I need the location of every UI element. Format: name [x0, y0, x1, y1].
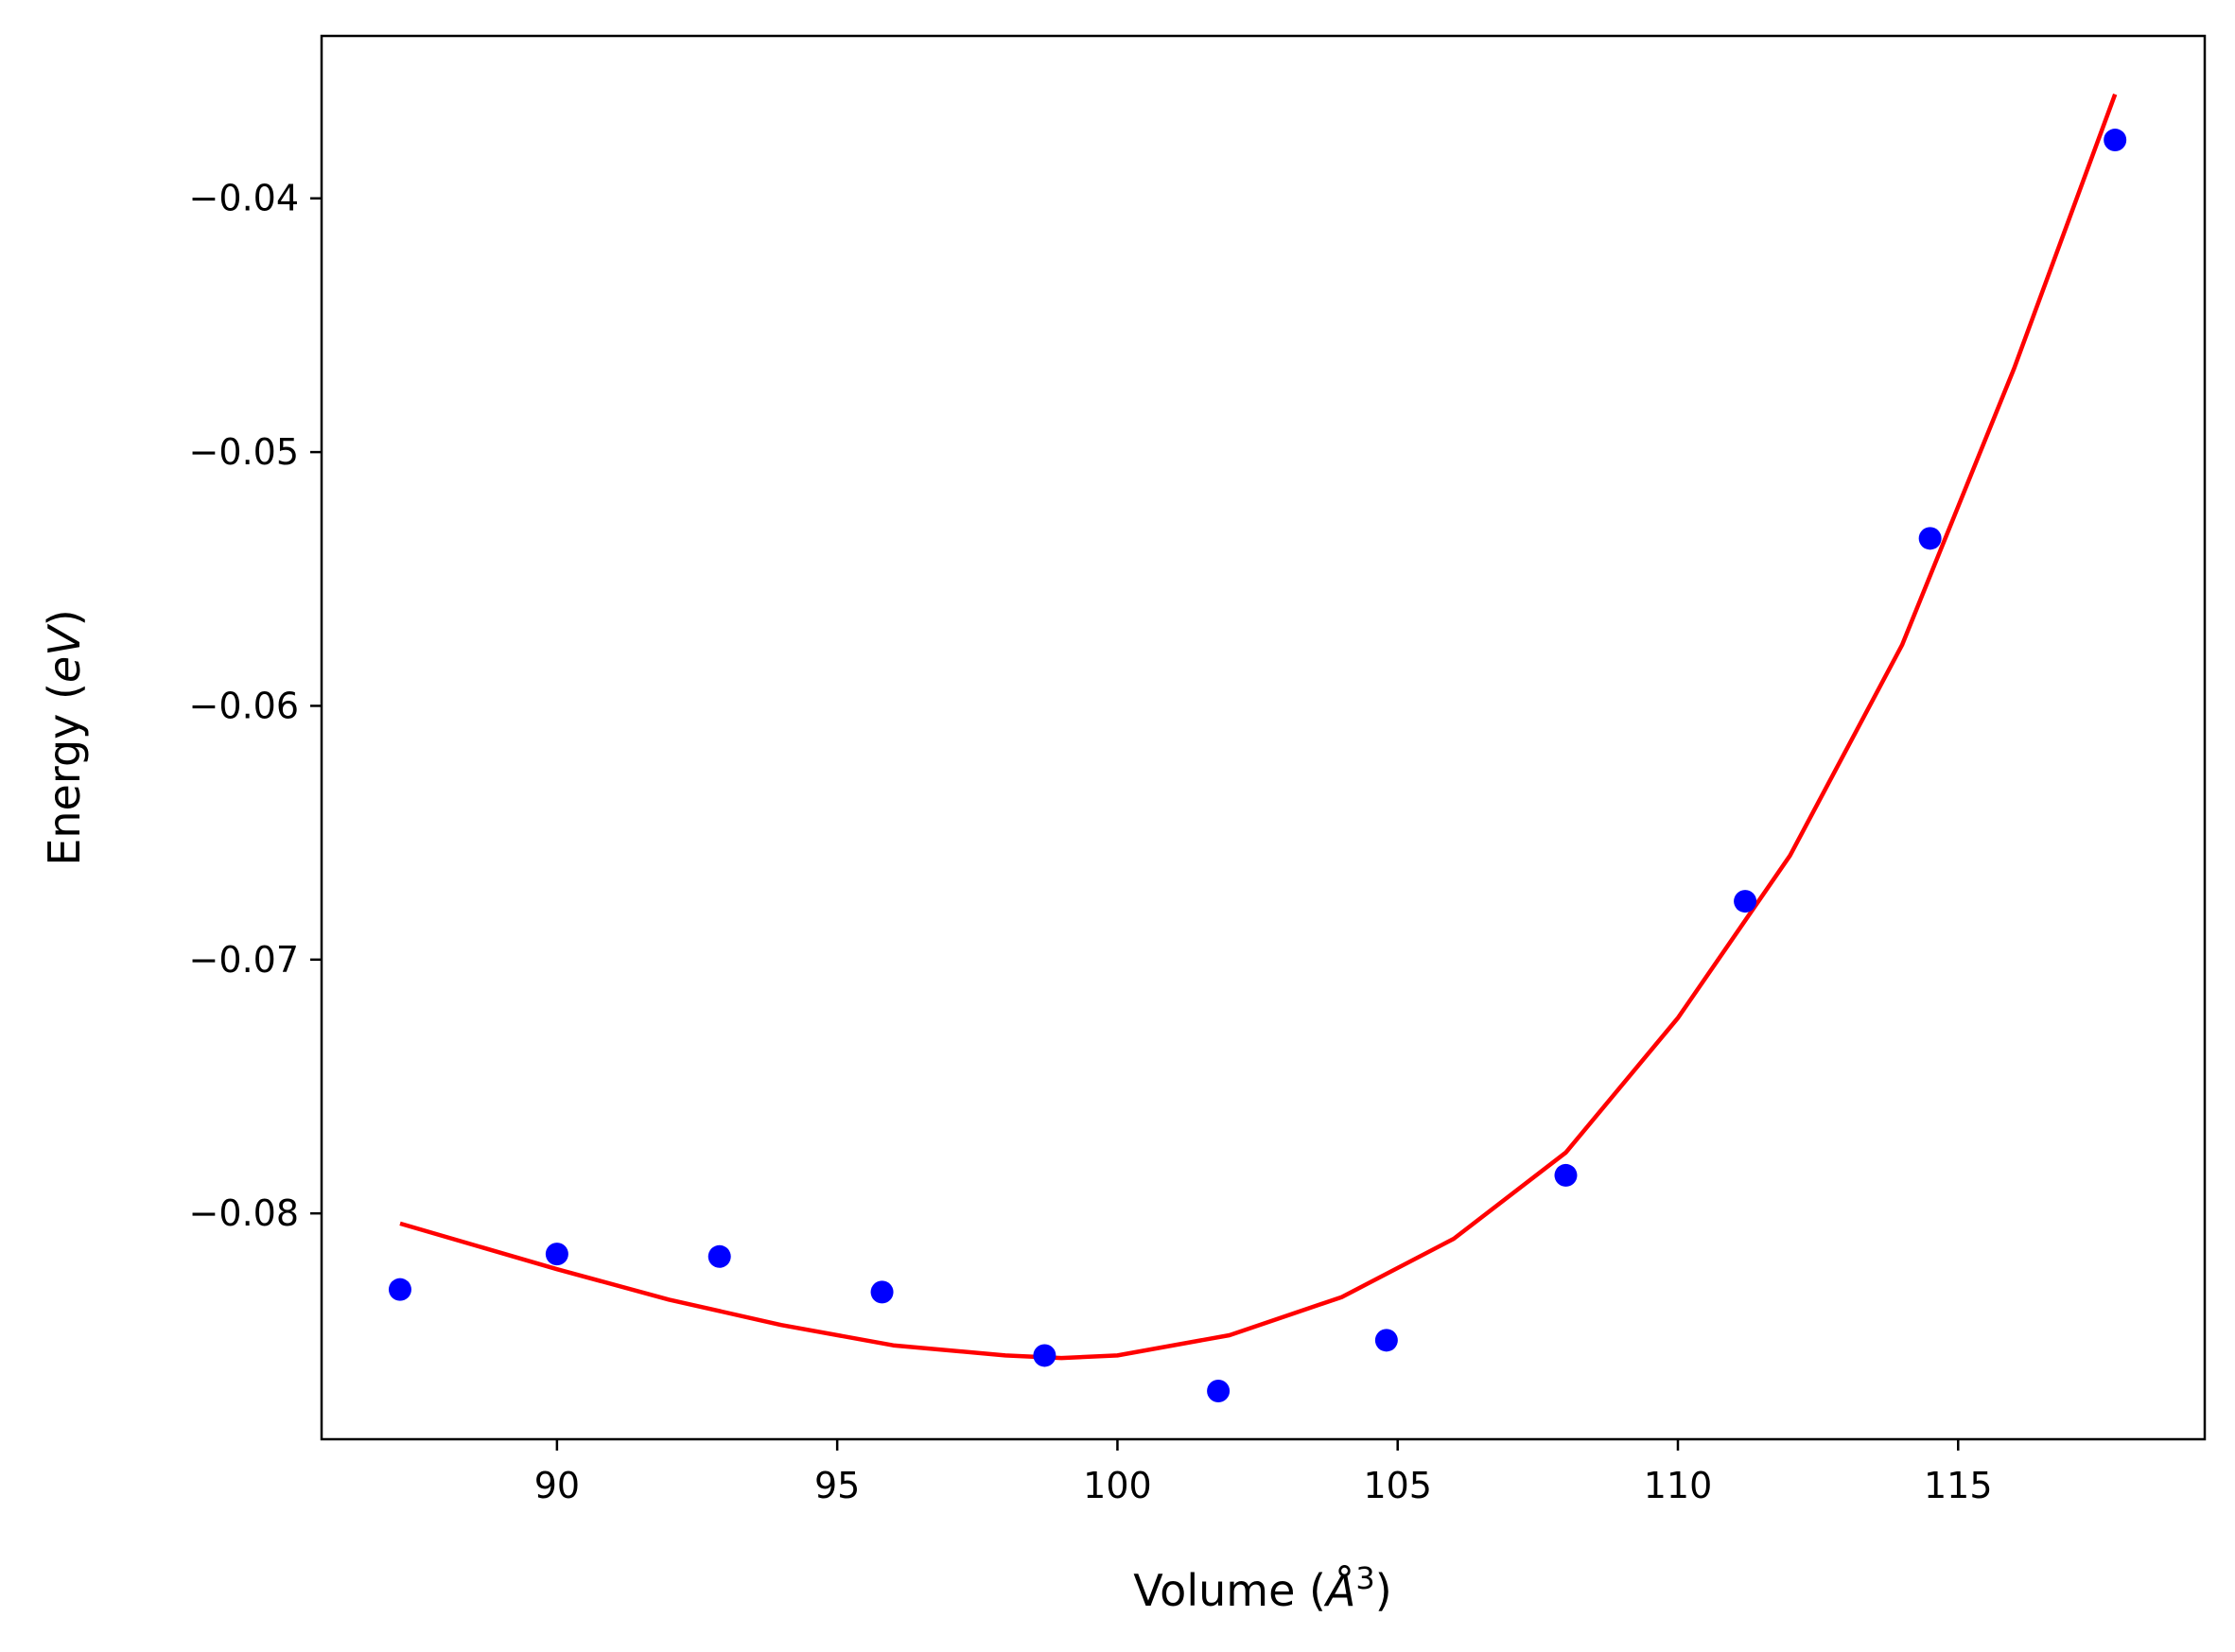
y-axis-label-part: ): [39, 609, 90, 626]
x-tick-label: 110: [1644, 1465, 1713, 1506]
x-tick-label: 95: [814, 1465, 860, 1506]
axes-frame: [320, 34, 2207, 1441]
data-point: [1734, 890, 1757, 913]
fit-curve: [399, 93, 2118, 1361]
y-axis-ticks: −0.04 −0.05 −0.06 −0.07 −0.08: [189, 178, 322, 1234]
x-tick-label: 105: [1363, 1465, 1432, 1506]
x-axis-label-part: Volume (: [1133, 1565, 1326, 1616]
fit-line-layer: [399, 93, 2118, 1361]
data-point: [1207, 1380, 1231, 1403]
data-point: [1554, 1163, 1578, 1187]
x-axis-label: Volume (Å3): [1133, 1560, 1391, 1616]
data-point: [1033, 1344, 1056, 1367]
scatter-points-layer: [388, 129, 2127, 1403]
y-tick-label: −0.05: [189, 431, 299, 473]
data-point: [707, 1244, 731, 1268]
x-tick-label: 90: [534, 1465, 580, 1506]
x-axis-ticks: 90 95 100 105 110 115: [534, 1439, 1993, 1506]
data-point: [1374, 1329, 1398, 1352]
y-tick-label: −0.08: [189, 1192, 299, 1234]
x-axis-label-part: 3: [1355, 1560, 1374, 1596]
data-point: [870, 1280, 894, 1304]
y-tick-label: −0.07: [189, 939, 299, 981]
data-point: [2104, 129, 2127, 152]
y-axis-label-part: eV: [39, 623, 90, 683]
x-tick-label: 115: [1924, 1465, 1993, 1506]
y-axis-label: Energy (eV): [39, 609, 90, 865]
y-axis-label-part: Energy (: [39, 683, 90, 866]
x-tick-label: 100: [1083, 1465, 1152, 1506]
plot-area: [320, 34, 2207, 1441]
y-tick-label: −0.06: [189, 685, 299, 726]
x-axis-label-part: Å: [1323, 1565, 1355, 1616]
data-point: [545, 1243, 568, 1266]
x-axis-label-part: ): [1375, 1565, 1392, 1616]
data-point: [388, 1278, 411, 1301]
y-tick-label: −0.04: [189, 178, 299, 219]
data-point: [1918, 527, 1942, 550]
